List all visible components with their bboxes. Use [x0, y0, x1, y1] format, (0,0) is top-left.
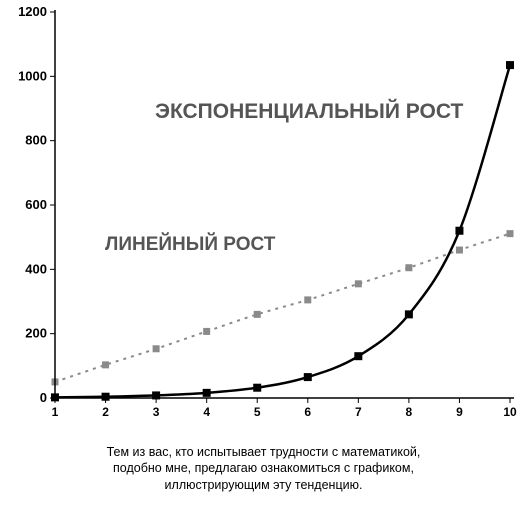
svg-text:0: 0 — [40, 390, 47, 405]
svg-text:3: 3 — [153, 405, 160, 419]
caption-line3: иллюстрирующим эту тенденцию. — [165, 478, 363, 492]
svg-text:5: 5 — [254, 405, 261, 419]
svg-text:400: 400 — [25, 261, 47, 276]
figure: 0 200 400 600 800 1000 1200 1 2 3 4 5 6 7 8 9 10 ЭКСПОНЕН… — [0, 0, 527, 506]
chart-area: 0 200 400 600 800 1000 1200 1 2 3 4 5 6 7 8 9 10 ЭКСПОНЕН… — [0, 0, 527, 440]
svg-text:1000: 1000 — [18, 68, 47, 83]
svg-text:ЭКСПОНЕНЦИАЛЬНЫЙ РОСТ: ЭКСПОНЕНЦИАЛЬНЫЙ РОСТ — [155, 99, 463, 123]
svg-text:800: 800 — [25, 133, 47, 148]
chart-svg: 0 200 400 600 800 1000 1200 1 2 3 4 5 6 7 8 9 10 ЭКСПОНЕН… — [0, 0, 527, 440]
caption-line2: подобно мне, предлагаю ознакомиться с гр… — [113, 461, 414, 475]
svg-text:200: 200 — [25, 326, 47, 341]
svg-text:10: 10 — [503, 405, 517, 419]
caption-line1: Тем из вас, кто испытывает трудности с м… — [107, 445, 421, 459]
svg-text:600: 600 — [25, 197, 47, 212]
svg-text:8: 8 — [406, 405, 413, 419]
svg-text:7: 7 — [355, 405, 362, 419]
svg-text:1200: 1200 — [18, 4, 47, 19]
svg-text:6: 6 — [304, 405, 311, 419]
caption: Тем из вас, кто испытывает трудности с м… — [0, 440, 527, 493]
svg-text:ЛИНЕЙНЫЙ РОСТ: ЛИНЕЙНЫЙ РОСТ — [105, 233, 276, 255]
svg-text:4: 4 — [203, 405, 210, 419]
svg-text:2: 2 — [102, 405, 109, 419]
svg-text:9: 9 — [456, 405, 463, 419]
svg-text:1: 1 — [52, 405, 59, 419]
